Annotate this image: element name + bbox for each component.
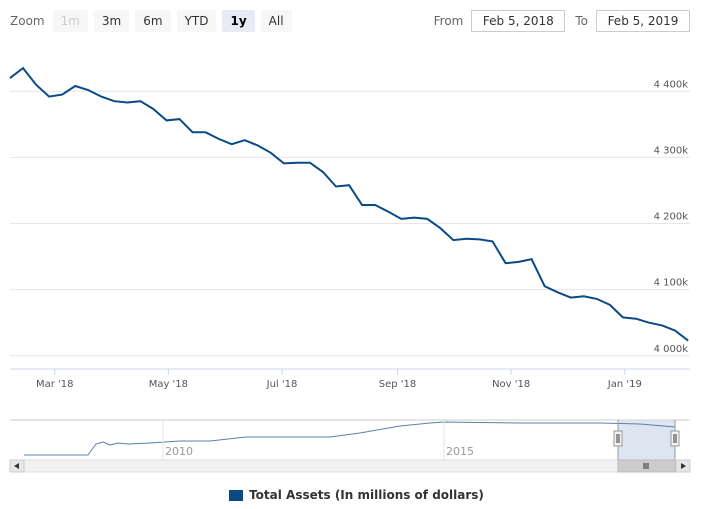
- y-tick-label: 4 300k: [654, 145, 689, 156]
- navigator-tick-2015: 2015: [446, 445, 474, 458]
- scrollbar[interactable]: [9, 459, 691, 473]
- navigator-tick-2010: 2010: [165, 445, 193, 458]
- zoom-6m-button[interactable]: 6m: [135, 10, 171, 32]
- zoom-ytd-button[interactable]: YTD: [176, 10, 217, 32]
- zoom-3m-button[interactable]: 3m: [93, 10, 130, 32]
- x-tick-label: Mar '18: [36, 379, 74, 390]
- y-tick-label: 4 100k: [654, 278, 689, 289]
- x-tick-label: Jul '18: [266, 379, 298, 390]
- legend[interactable]: Total Assets (In millions of dollars): [0, 488, 713, 502]
- from-date-input[interactable]: Feb 5, 2018: [471, 10, 566, 32]
- zoom-1y-button[interactable]: 1y: [222, 10, 255, 32]
- to-date-input[interactable]: Feb 5, 2019: [596, 10, 690, 32]
- to-label: To: [575, 14, 588, 28]
- zoom-all-button[interactable]: All: [260, 10, 292, 32]
- y-tick-label: 4 200k: [654, 212, 689, 223]
- from-label: From: [433, 14, 464, 28]
- y-axis-ticks: 4 000k 4 100k 4 200k 4 300k 4 400k: [654, 79, 689, 354]
- zoom-1m-button[interactable]: 1m: [52, 10, 88, 32]
- navigator[interactable]: 2010 2015: [10, 419, 690, 460]
- gridlines: [10, 90, 690, 357]
- x-tick-label: May '18: [149, 379, 188, 390]
- x-tick-label: Nov '18: [492, 379, 530, 390]
- legend-item-total-assets[interactable]: Total Assets (In millions of dollars): [249, 488, 484, 502]
- navigator-left-handle[interactable]: [613, 430, 623, 447]
- x-tick-label: Jan '19: [607, 379, 642, 390]
- legend-swatch: [229, 489, 244, 501]
- date-range-selector: From Feb 5, 2018 To Feb 5, 2019: [424, 10, 690, 32]
- x-axis-ticks: Mar '18 May '18 Jul '18 Sep '18 Nov '18 Jan '…: [36, 369, 642, 390]
- scrollbar-track[interactable]: [9, 459, 691, 473]
- y-tick-label: 4 000k: [654, 344, 689, 355]
- navigator-right-handle[interactable]: [670, 430, 680, 447]
- arrow-left-icon: [14, 463, 19, 469]
- y-tick-label: 4 400k: [654, 79, 689, 90]
- navigator-series-line: [24, 421, 676, 456]
- series-line-total-assets: [9, 66, 689, 342]
- zoom-controls: Zoom 1m 3m 6m YTD 1y All: [10, 10, 298, 32]
- x-tick-label: Sep '18: [379, 379, 417, 390]
- zoom-label: Zoom: [10, 14, 45, 28]
- arrow-right-icon: [681, 463, 686, 469]
